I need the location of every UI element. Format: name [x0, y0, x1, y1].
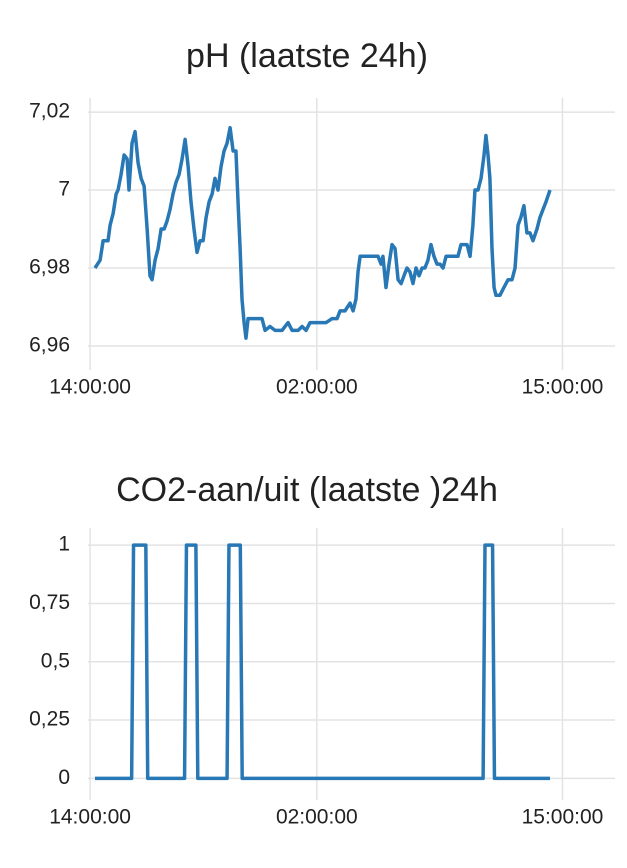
- chart-title: CO2-aan/uit (laatste )24h: [116, 471, 498, 509]
- x-tick-label: 14:00:00: [49, 376, 131, 399]
- y-tick-label: 7: [58, 178, 70, 201]
- x-tick-label: 15:00:00: [522, 806, 604, 829]
- y-tick-label: 0,5: [41, 649, 70, 672]
- y-tick-label: 6,96: [29, 334, 70, 357]
- y-tick-label: 7,02: [29, 100, 70, 123]
- chart-title: pH (laatste 24h): [186, 37, 428, 75]
- y-tick-label: 6,98: [29, 256, 70, 279]
- x-tick-label: 02:00:00: [276, 806, 358, 829]
- x-tick-label: 02:00:00: [276, 376, 358, 399]
- y-tick-label: 0,75: [29, 591, 70, 614]
- y-tick-label: 0,25: [29, 708, 70, 731]
- x-tick-label: 15:00:00: [522, 376, 604, 399]
- y-tick-label: 1: [58, 533, 70, 556]
- data-line: [94, 543, 550, 781]
- y-tick-label: 0: [58, 766, 70, 789]
- data-line: [93, 125, 552, 340]
- x-tick-label: 14:00:00: [49, 806, 131, 829]
